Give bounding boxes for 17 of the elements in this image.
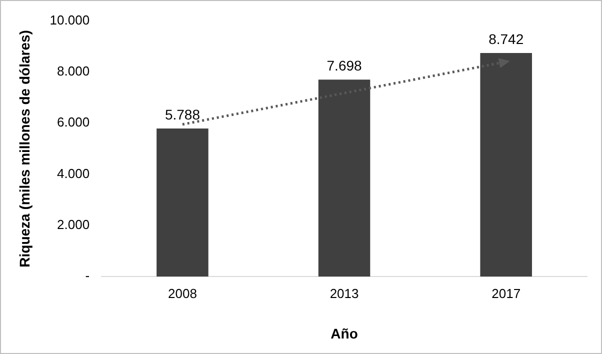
x-axis-title: Año	[330, 325, 358, 342]
y-tick-label: 8.000	[57, 64, 90, 79]
data-label: 8.742	[488, 30, 524, 47]
data-label: 5.788	[164, 106, 200, 122]
bar	[156, 128, 208, 277]
y-axis-title: Riqueza (miles millones de dólares)	[16, 30, 32, 268]
bar	[480, 52, 532, 277]
x-tick-label: 2008	[168, 286, 197, 301]
data-label: 7.698	[326, 58, 362, 74]
y-tick-label: 6.000	[57, 114, 90, 130]
y-tick-label: 4.000	[57, 166, 90, 181]
bar	[318, 80, 370, 277]
y-tick-label: 10.000	[50, 12, 90, 28]
x-tick-label: 2017	[492, 286, 521, 301]
y-tick-label: -	[85, 268, 90, 284]
x-tick-label: 2013	[330, 286, 359, 301]
y-tick-label: 2.000	[57, 217, 90, 232]
